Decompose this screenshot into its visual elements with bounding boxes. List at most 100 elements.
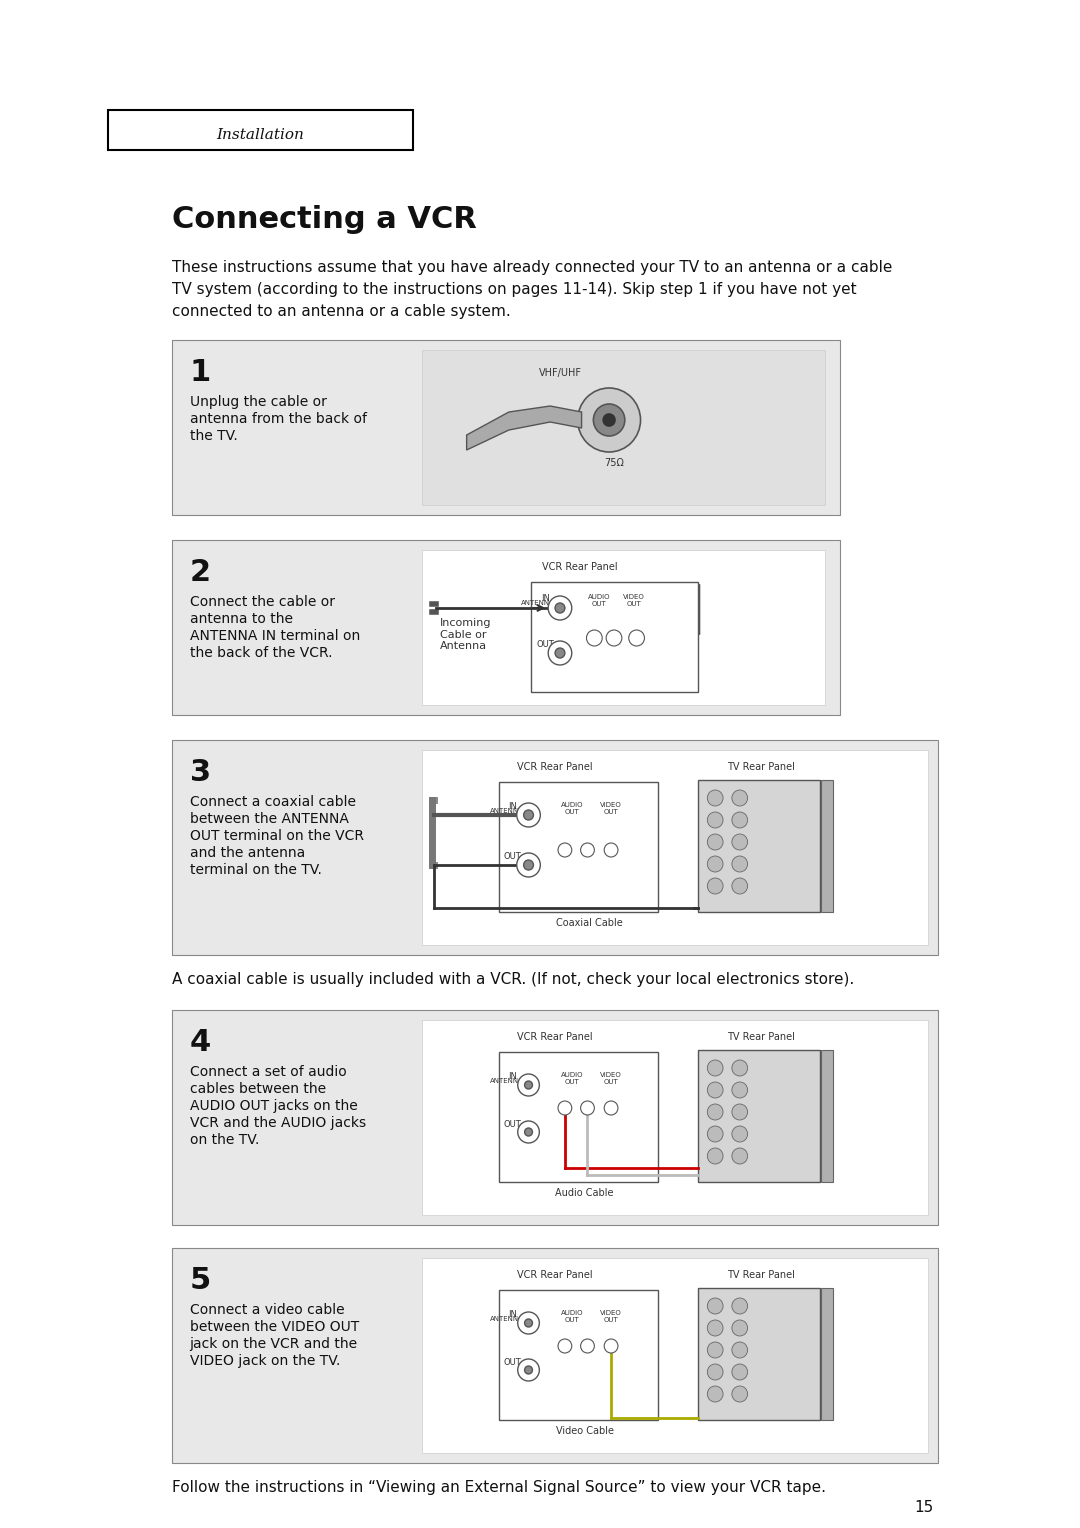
Text: ANTENNA: ANTENNA [490,1077,524,1083]
Text: VIDEO
OUT: VIDEO OUT [623,594,645,607]
Circle shape [707,1148,723,1164]
Bar [821,1288,833,1420]
Bar [422,350,825,504]
Circle shape [525,1319,532,1326]
Circle shape [732,879,747,894]
Circle shape [578,388,640,452]
Text: on the TV.: on the TV. [190,1132,259,1148]
Text: TV Rear Panel: TV Rear Panel [728,762,795,772]
Bar [172,740,939,955]
Text: ANTENNA IN terminal on: ANTENNA IN terminal on [190,630,360,643]
Circle shape [525,1128,532,1135]
Circle shape [707,1386,723,1403]
Text: TV Rear Panel: TV Rear Panel [728,1031,795,1042]
Bar [172,341,840,515]
Circle shape [629,630,645,646]
Circle shape [732,790,747,805]
Circle shape [732,1365,747,1380]
Text: TV Rear Panel: TV Rear Panel [728,1270,795,1280]
Circle shape [604,414,615,426]
Circle shape [525,1366,532,1374]
Text: IN: IN [509,1309,517,1319]
Text: VIDEO
OUT: VIDEO OUT [600,1309,622,1323]
Text: IN: IN [509,802,517,811]
Text: OUT: OUT [537,640,554,649]
Bar [172,1010,939,1225]
Circle shape [707,879,723,894]
Text: OUT: OUT [504,853,522,860]
Polygon shape [467,406,582,451]
Bar [499,1051,658,1183]
Circle shape [549,642,571,665]
Text: between the ANTENNA: between the ANTENNA [190,811,349,827]
Circle shape [707,856,723,872]
Circle shape [555,648,565,659]
Circle shape [707,811,723,828]
Text: jack on the VCR and the: jack on the VCR and the [190,1337,357,1351]
Bar [698,1050,821,1183]
Circle shape [732,1126,747,1141]
Text: AUDIO
OUT: AUDIO OUT [588,594,610,607]
Text: ANTENNA: ANTENNA [490,1316,524,1322]
Text: Connect a set of audio: Connect a set of audio [190,1065,347,1079]
Circle shape [707,1060,723,1076]
Circle shape [732,834,747,850]
Circle shape [732,1342,747,1358]
Bar [698,779,821,912]
Text: connected to an antenna or a cable system.: connected to an antenna or a cable syste… [172,304,511,319]
Circle shape [707,1320,723,1335]
Text: VCR Rear Panel: VCR Rear Panel [517,1270,593,1280]
Text: terminal on the TV.: terminal on the TV. [190,863,322,877]
Text: 4: 4 [190,1028,211,1057]
Text: Connect a video cable: Connect a video cable [190,1303,345,1317]
Text: between the VIDEO OUT: between the VIDEO OUT [190,1320,359,1334]
Circle shape [517,1313,539,1334]
Bar [422,750,929,944]
Text: 3: 3 [190,758,211,787]
Text: VIDEO
OUT: VIDEO OUT [600,802,622,814]
Bar [172,539,840,715]
Text: antenna to the: antenna to the [190,613,293,626]
Text: Unplug the cable or: Unplug the cable or [190,396,326,410]
Text: OUT: OUT [504,1358,522,1368]
Circle shape [517,1122,539,1143]
Circle shape [517,1074,539,1096]
Text: These instructions assume that you have already connected your TV to an antenna : These instructions assume that you have … [172,260,892,275]
Circle shape [732,1320,747,1335]
Text: IN: IN [509,1073,517,1080]
Text: 2: 2 [190,558,211,587]
Text: OUT: OUT [504,1120,522,1129]
Circle shape [581,1339,594,1352]
Text: ANTENNA: ANTENNA [522,601,555,607]
Bar [530,582,698,692]
Bar [499,1290,658,1420]
Circle shape [558,843,571,857]
Circle shape [707,1297,723,1314]
Bar [698,1288,821,1420]
Text: 1: 1 [190,358,211,387]
Text: TV system (according to the instructions on pages 11-14). Skip step 1 if you hav: TV system (according to the instructions… [172,283,856,296]
Text: Video Cable: Video Cable [555,1426,613,1436]
Text: and the antenna: and the antenna [190,847,305,860]
Circle shape [707,1082,723,1099]
Bar [422,550,825,704]
Bar [422,1258,929,1453]
Circle shape [581,1102,594,1115]
Text: VIDEO jack on the TV.: VIDEO jack on the TV. [190,1354,340,1368]
Text: antenna from the back of: antenna from the back of [190,413,366,426]
Circle shape [593,403,625,435]
Text: Installation: Installation [216,128,305,142]
Circle shape [732,1060,747,1076]
Bar [108,110,413,150]
Bar [821,1050,833,1183]
Text: Incoming
Cable or
Antenna: Incoming Cable or Antenna [441,617,491,651]
Text: VCR and the AUDIO jacks: VCR and the AUDIO jacks [190,1115,366,1131]
Circle shape [732,1105,747,1120]
Text: A coaxial cable is usually included with a VCR. (If not, check your local electr: A coaxial cable is usually included with… [172,972,854,987]
Text: AUDIO OUT jacks on the: AUDIO OUT jacks on the [190,1099,357,1112]
Circle shape [732,811,747,828]
Circle shape [707,1342,723,1358]
Circle shape [707,1105,723,1120]
Text: ANTENNA: ANTENNA [490,808,524,814]
Text: 5: 5 [190,1267,211,1296]
